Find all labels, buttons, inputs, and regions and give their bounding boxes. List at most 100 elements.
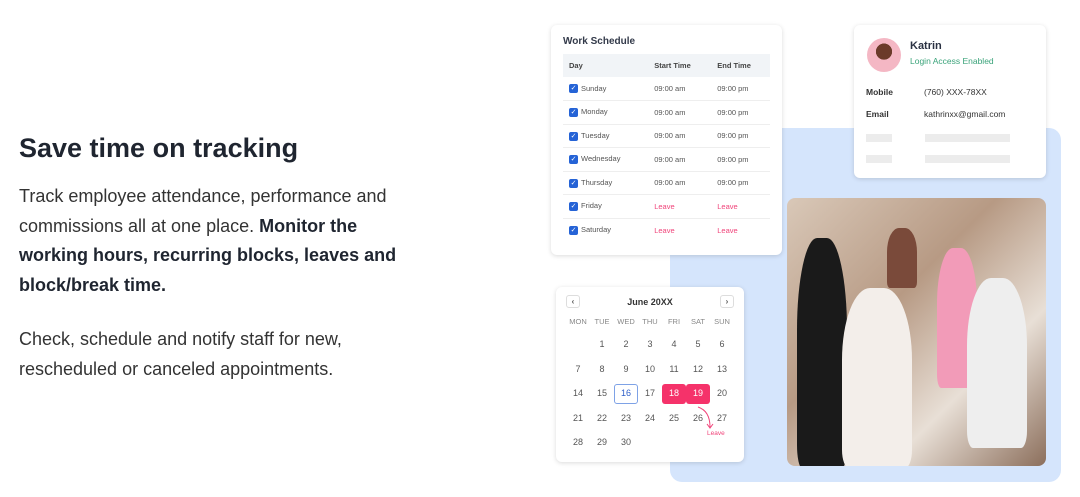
calendar-day[interactable]: 26 bbox=[692, 412, 703, 423]
calendar-day[interactable]: 14 bbox=[572, 388, 583, 398]
day-label: Tuesday bbox=[581, 130, 610, 140]
calendar-month: June 20XX bbox=[627, 296, 673, 307]
start-time: Leave bbox=[654, 225, 675, 235]
checkbox[interactable]: ✓ bbox=[569, 155, 578, 164]
profile-card: Katrin Login Access Enabled Mobile (760) … bbox=[854, 25, 1046, 178]
salon-photo bbox=[787, 198, 1046, 466]
mobile-row: Mobile (760) XXX-78XX bbox=[866, 87, 987, 97]
day-label: Wednesday bbox=[581, 154, 621, 164]
hero-title: Save time on tracking bbox=[19, 133, 299, 163]
calendar-day[interactable]: 22 bbox=[596, 412, 607, 423]
calendar-day[interactable]: 29 bbox=[596, 437, 607, 447]
calendar-day[interactable]: 2 bbox=[623, 339, 629, 349]
col-day: Day bbox=[563, 54, 649, 77]
schedule-row: ✓ Monday 09:00 am 09:00 pm bbox=[563, 100, 770, 125]
hero-section: Save time on tracking Track employee att… bbox=[19, 133, 419, 384]
weekday-header: WED bbox=[617, 317, 635, 326]
calendar-day[interactable]: 7 bbox=[575, 363, 581, 374]
schedule-row: ✓ Wednesday 09:00 am 09:00 pm bbox=[563, 147, 770, 172]
end-time: 09:00 pm bbox=[711, 124, 770, 148]
start-time: 09:00 am bbox=[648, 171, 712, 195]
placeholder-bar bbox=[866, 155, 892, 163]
calendar-day[interactable]: 27 bbox=[716, 412, 727, 423]
start-time: Leave bbox=[648, 194, 712, 219]
profile-name: Katrin bbox=[910, 40, 942, 52]
col-end: End Time bbox=[711, 54, 770, 77]
day-label: Saturday bbox=[581, 225, 612, 235]
end-time: Leave bbox=[717, 225, 738, 235]
day-label: Sunday bbox=[581, 83, 607, 93]
day-label: Monday bbox=[581, 107, 608, 117]
calendar-day[interactable]: 3 bbox=[647, 339, 653, 349]
calendar-day[interactable]: 18 bbox=[662, 384, 686, 404]
arrow-icon bbox=[697, 406, 714, 429]
weekday-header: FRI bbox=[667, 317, 681, 326]
schedule-title: Work Schedule bbox=[563, 36, 636, 47]
calendar-day[interactable]: 21 bbox=[572, 412, 583, 423]
work-schedule-card: Work Schedule Day Start Time End Time ✓ Sun… bbox=[551, 25, 782, 255]
schedule-row: ✓ Saturday Leave Leave bbox=[563, 218, 770, 242]
calendar-day[interactable]: 4 bbox=[671, 339, 677, 349]
calendar-day[interactable]: 23 bbox=[620, 412, 631, 423]
weekday-header: THU bbox=[642, 317, 658, 326]
schedule-row: ✓ Tuesday 09:00 am 09:00 pm bbox=[563, 124, 770, 148]
end-time: 09:00 pm bbox=[711, 77, 770, 101]
calendar-day[interactable]: 5 bbox=[695, 339, 701, 349]
calendar-day[interactable]: 16 bbox=[614, 384, 638, 404]
calendar-day[interactable]: 25 bbox=[668, 412, 679, 423]
hero-paragraph-2: Check, schedule and notify staff for new… bbox=[19, 329, 342, 379]
checkbox[interactable]: ✓ bbox=[569, 178, 578, 188]
checkbox[interactable]: ✓ bbox=[569, 108, 578, 117]
day-label: Thursday bbox=[581, 177, 613, 187]
weekday-header: SUN bbox=[714, 317, 730, 326]
schedule-row: ✓ Sunday 09:00 am 09:00 pm bbox=[563, 77, 770, 101]
prev-month-button[interactable]: ‹ bbox=[566, 295, 580, 308]
schedule-table: Day Start Time End Time ✓ Sunday 09:00 am 09:… bbox=[563, 54, 770, 242]
login-status: Login Access Enabled bbox=[910, 56, 994, 66]
weekday-header: MON bbox=[569, 317, 587, 326]
checkbox[interactable]: ✓ bbox=[569, 202, 578, 211]
next-month-button[interactable]: › bbox=[720, 295, 734, 308]
leave-label: Leave bbox=[707, 430, 725, 437]
end-time: 09:00 pm bbox=[711, 100, 770, 125]
placeholder-bar bbox=[925, 155, 1010, 163]
calendar-day[interactable]: 17 bbox=[644, 388, 655, 398]
start-time: 09:00 am bbox=[648, 100, 712, 125]
checkbox[interactable]: ✓ bbox=[569, 131, 578, 141]
calendar-day[interactable]: 24 bbox=[644, 412, 655, 423]
schedule-row: ✓ Thursday 09:00 am 09:00 pm bbox=[563, 171, 770, 195]
avatar bbox=[867, 38, 901, 72]
calendar-day[interactable]: 11 bbox=[669, 363, 679, 374]
calendar-day[interactable]: 13 bbox=[716, 363, 727, 374]
calendar-day[interactable]: 10 bbox=[644, 363, 655, 374]
calendar-day[interactable]: 28 bbox=[572, 437, 583, 447]
calendar-day[interactable]: 20 bbox=[716, 388, 727, 398]
end-time: 09:00 pm bbox=[711, 147, 770, 172]
calendar-grid: MON TUE WED THU FRI SAT SUN 1 2 3 4 5 6 7 8 9 10 11 12 13 14… bbox=[566, 316, 734, 453]
calendar-day[interactable]: 1 bbox=[599, 339, 605, 349]
checkbox[interactable]: ✓ bbox=[569, 225, 578, 235]
start-time: 09:00 am bbox=[648, 124, 712, 148]
calendar-day[interactable]: 19 bbox=[686, 384, 710, 404]
calendar-day[interactable]: 12 bbox=[692, 363, 703, 374]
calendar-day[interactable]: 9 bbox=[623, 363, 629, 374]
calendar-day[interactable]: 15 bbox=[596, 388, 607, 398]
placeholder-bar bbox=[925, 134, 1010, 142]
hero-paragraph-1: Track employee attendance, performance a… bbox=[19, 186, 397, 295]
start-time: 09:00 am bbox=[648, 147, 712, 172]
calendar-card: ‹ June 20XX › MON TUE WED THU FRI SAT SUN 1 2 3 4 5 6 7… bbox=[556, 287, 744, 462]
start-time: 09:00 am bbox=[648, 77, 712, 101]
checkbox[interactable]: ✓ bbox=[569, 84, 578, 94]
weekday-header: TUE bbox=[594, 317, 610, 326]
email-row: Email kathrinxx@gmail.com bbox=[866, 109, 1006, 119]
calendar-day[interactable]: 8 bbox=[599, 363, 605, 374]
end-time: 09:00 pm bbox=[711, 171, 770, 195]
placeholder-bar bbox=[866, 134, 892, 142]
day-label: Friday bbox=[581, 201, 602, 211]
weekday-header: SAT bbox=[690, 317, 706, 326]
calendar-day[interactable]: 6 bbox=[719, 339, 725, 349]
end-time: Leave bbox=[711, 194, 770, 219]
col-start: Start Time bbox=[648, 54, 712, 77]
schedule-row: ✓ Friday Leave Leave bbox=[563, 194, 770, 219]
calendar-day[interactable]: 30 bbox=[620, 437, 631, 447]
